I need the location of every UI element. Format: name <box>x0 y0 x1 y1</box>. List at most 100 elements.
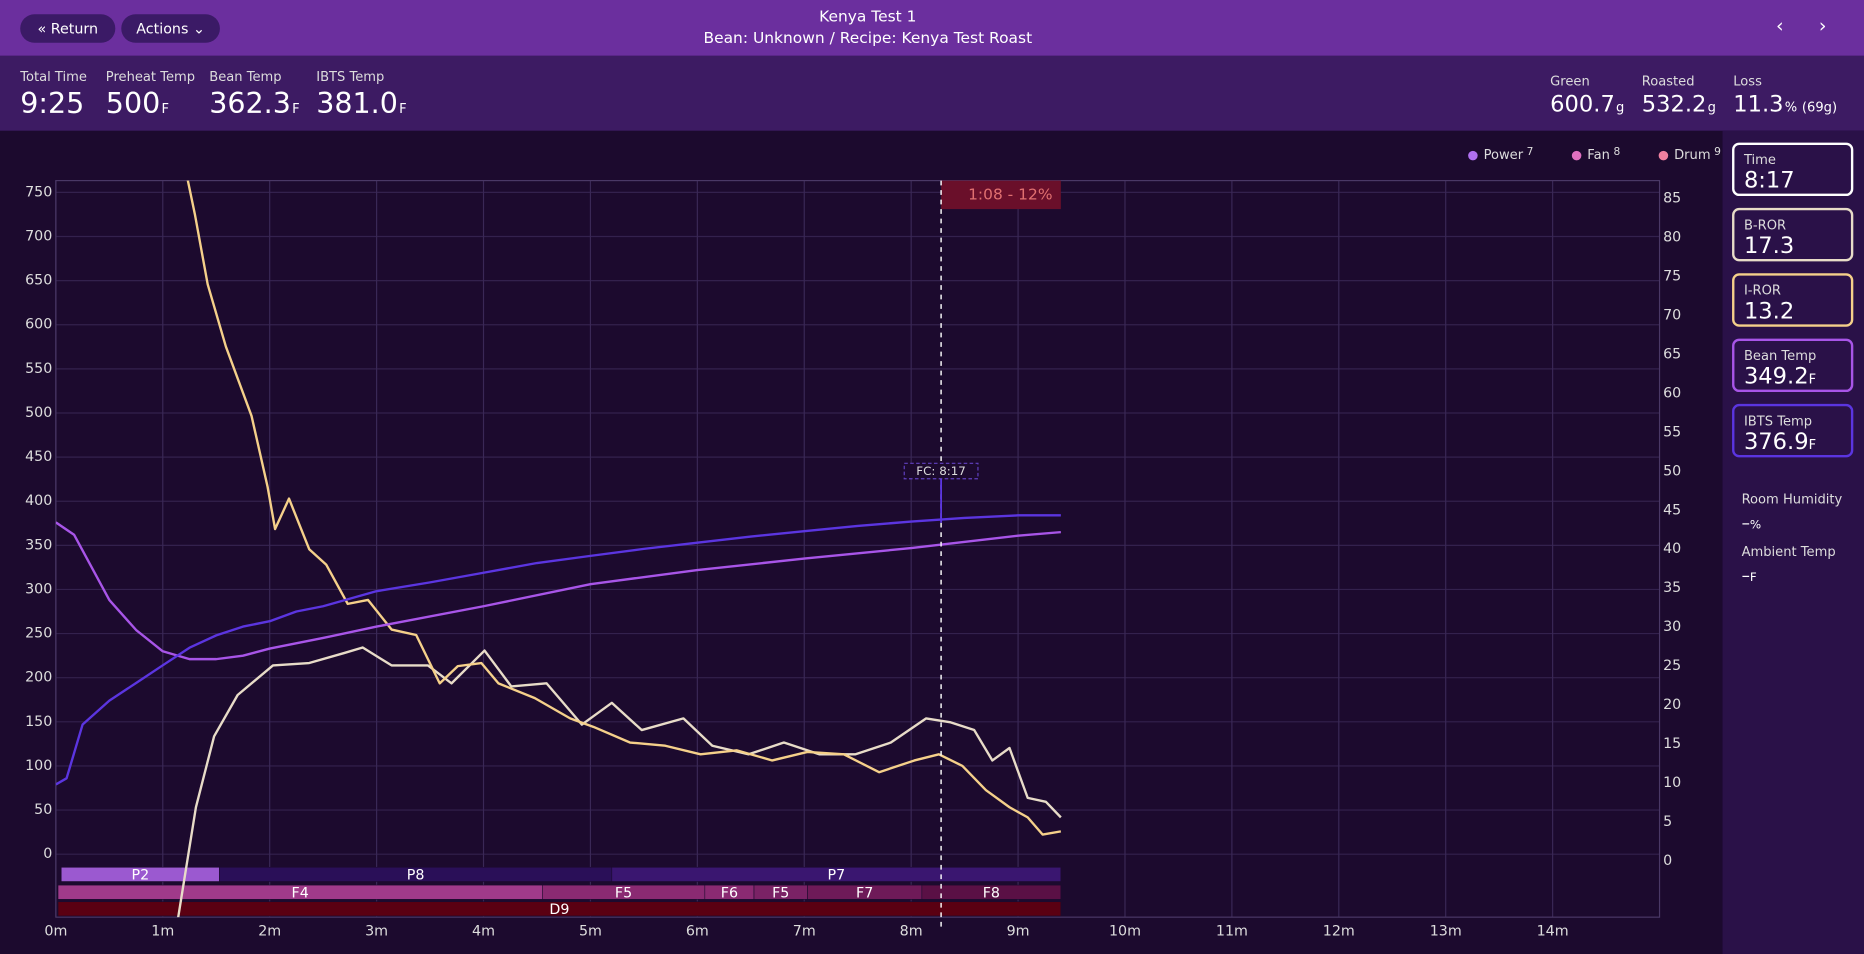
value: 600.7 <box>1550 91 1615 118</box>
y-tick-label: 550 <box>25 361 52 377</box>
y2-tick-label: 65 <box>1663 346 1681 362</box>
stat: Roasted 532.2g <box>1642 74 1716 118</box>
stat-label: Green <box>1550 73 1590 90</box>
y-tick-label: 700 <box>25 229 52 245</box>
y-tick-label: 100 <box>25 758 52 774</box>
actions-button[interactable]: Actions ⌄ <box>121 14 220 43</box>
card-label: Bean Temp <box>1743 348 1817 364</box>
y2-tick-label: 0 <box>1663 853 1672 869</box>
note: (69g) <box>1801 99 1838 116</box>
y2-tick-label: 85 <box>1663 191 1681 207</box>
stat-value: 9:25 <box>20 87 87 120</box>
x-tick-label: 0m <box>44 923 67 939</box>
y2-tick-label: 40 <box>1663 541 1681 557</box>
value: – <box>1741 514 1750 534</box>
value: 376.9 <box>1743 428 1809 456</box>
y2-tick-label: 80 <box>1663 229 1681 245</box>
title-block: Kenya Test 1 Bean: Unknown / Recipe: Ken… <box>630 7 1106 50</box>
stat-value: 381.0F <box>316 87 406 120</box>
card-value: 376.9F <box>1744 429 1851 455</box>
x-tick-label: 10m <box>1109 923 1141 939</box>
stat-label: Bean Temp <box>209 68 282 85</box>
return-button[interactable]: « Return <box>20 14 116 43</box>
y2-tick-label: 50 <box>1663 463 1681 479</box>
stat-label: Roasted <box>1641 73 1695 90</box>
unit: F <box>1808 371 1817 388</box>
stat-value: 11.3% (69g) <box>1733 91 1837 117</box>
unit: F <box>399 100 407 117</box>
readout-card: IBTS Temp 376.9F <box>1732 403 1854 458</box>
card-label: B-ROR <box>1743 217 1787 233</box>
y-tick-label: 200 <box>25 670 52 686</box>
phase-label: F5 <box>615 885 632 901</box>
unit: F <box>1808 437 1817 453</box>
y2-tick-label: 15 <box>1663 736 1681 752</box>
x-tick-label: 9m <box>1007 923 1030 939</box>
legend-dot <box>1468 150 1478 161</box>
subtitle: Bean: Unknown / Recipe: Kenya Test Roast <box>703 29 1033 48</box>
card-value: 17.3 <box>1744 233 1851 259</box>
x-tick-label: 13m <box>1430 923 1462 939</box>
series-line <box>55 521 1061 661</box>
button-label[interactable]: Actions <box>136 20 189 37</box>
readout-card: I-ROR 13.2 <box>1732 273 1854 327</box>
y2-tick-label: 70 <box>1663 307 1681 323</box>
y-tick-label: 350 <box>25 537 52 553</box>
phase-bar <box>921 884 1062 900</box>
y-tick-label: 150 <box>25 714 52 730</box>
unit: % <box>1784 99 1798 116</box>
env-value: –% <box>1742 514 1843 533</box>
stat: Loss 11.3% (69g) <box>1733 74 1837 118</box>
card-value: 8:17 <box>1743 167 1795 194</box>
y2-tick-label: 45 <box>1663 502 1681 518</box>
x-tick-label: 6m <box>686 923 709 939</box>
y2-tick-label: 25 <box>1663 658 1681 674</box>
prev-arrow[interactable]: ‹ <box>1776 14 1784 37</box>
series-line <box>186 180 1062 836</box>
stats-bar: Total Time 9:25 Preheat Temp 500F Bean Temp 3… <box>0 55 1864 131</box>
card-label: IBTS Temp <box>1743 413 1813 429</box>
env-label: Room Humidity <box>1741 491 1843 508</box>
value: 9:25 <box>20 86 85 120</box>
unit: F <box>1749 571 1757 585</box>
phase-label: F8 <box>983 885 1000 901</box>
y-tick-label: 0 <box>43 846 52 862</box>
value: 17.3 <box>1743 232 1795 259</box>
phase-bar <box>57 901 1062 917</box>
card-value: 13.2 <box>1744 298 1851 324</box>
y-tick-label: 600 <box>25 317 52 333</box>
value: 532.2 <box>1641 91 1707 118</box>
legend-label: Fan <box>1587 148 1610 163</box>
value: 11.3 <box>1733 91 1784 118</box>
phase-label: P2 <box>131 868 149 884</box>
x-tick-label: 1m <box>151 923 174 939</box>
y2-tick-label: 20 <box>1663 697 1681 713</box>
stat: Total Time 9:25 <box>20 69 87 120</box>
phase-label: P8 <box>407 868 425 884</box>
y2-tick-label: 60 <box>1663 385 1681 401</box>
unit: g <box>1707 99 1716 116</box>
x-tick-label: 12m <box>1323 923 1355 939</box>
y-tick-label: 400 <box>25 493 52 509</box>
next-arrow[interactable]: › <box>1818 14 1827 37</box>
card-label: I-ROR <box>1743 282 1781 299</box>
header: « Return Actions ⌄ Kenya Test 1 Bean: Un… <box>0 0 1864 56</box>
phase-label: F7 <box>856 885 873 901</box>
y2-tick-label: 5 <box>1663 814 1672 830</box>
button-label[interactable]: Return <box>50 20 99 37</box>
readout-card: B-ROR 17.3 <box>1732 207 1854 262</box>
value: 362.3 <box>209 86 291 120</box>
phase-label: F6 <box>721 885 738 901</box>
card-label: Time <box>1743 152 1776 168</box>
series-line <box>55 514 1061 786</box>
card-value: 349.2F <box>1744 364 1851 390</box>
y-tick-label: 300 <box>25 581 52 597</box>
stat-label: Total Time <box>20 68 87 85</box>
stat-label: Loss <box>1733 73 1762 90</box>
y-tick-label: 650 <box>25 273 52 289</box>
y-tick-label: 500 <box>25 405 52 421</box>
y2-tick-label: 10 <box>1663 775 1681 791</box>
unit: F <box>292 100 300 117</box>
